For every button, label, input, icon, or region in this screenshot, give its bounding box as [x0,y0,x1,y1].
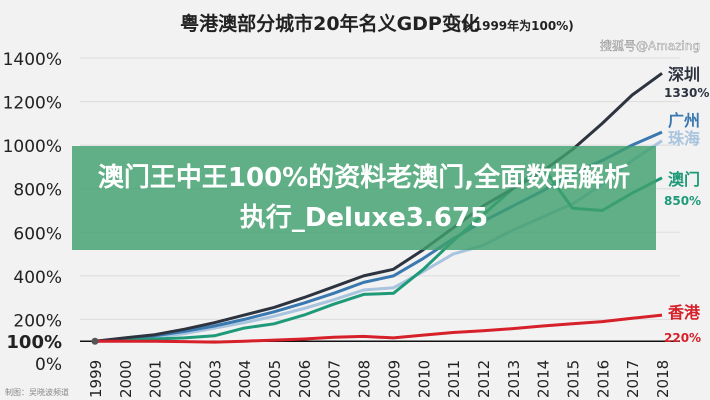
x-tick-label: 2001 [147,360,165,398]
x-tick-label: 2015 [564,360,582,398]
credit: 制图：吴晓波频道 [5,387,69,397]
x-tick-label: 2007 [326,360,344,398]
series-label: 珠海 [668,129,700,148]
y-tick-label: 1400% [3,50,62,70]
x-tick-label: 2012 [475,360,493,398]
x-tick-label: 1999 [87,360,105,398]
series-label: 广州 [668,111,700,130]
overlay-banner: 澳门王中王100%的资料老澳门,全面数据解析 执行_Deluxe3.675 [72,146,656,250]
series-label: 香港 [667,303,701,322]
x-tick-label: 2005 [266,360,284,398]
y-tick-label: 1200% [3,94,62,114]
x-tick-label: 2009 [385,360,403,398]
x-tick-label: 2008 [356,360,374,398]
y-tick-label: 800% [13,181,62,201]
series-label: 澳门 [668,170,700,189]
x-tick-label: 2000 [117,360,135,398]
y-tick-label: 200% [13,311,62,331]
x-tick-label: 2011 [445,360,463,398]
banner-line-2: 执行_Deluxe3.675 [239,203,489,233]
x-tick-label: 2014 [535,360,553,398]
chart-subtitle: (以1999年为100%) [456,18,573,33]
chart-title: 粤港澳部分城市20年名义GDP变化 [180,12,480,35]
x-tick-label: 2018 [654,360,672,398]
x-tick-label: 2016 [594,360,612,398]
x-tick-label: 2006 [296,360,314,398]
x-tick-label: 2002 [177,360,195,398]
series-line-香港 [95,313,663,344]
y-tick-label: 600% [13,224,62,244]
x-tick-label: 2017 [624,360,642,398]
y-tick-label: 0% [35,355,62,375]
series-end-value: 850% [664,194,701,208]
y-tick-label: 1000% [3,137,62,157]
watermark: 搜狐号@Amazing [600,38,700,53]
series-end-value: 1330% [664,86,709,100]
x-tick-label: 2013 [505,360,523,398]
x-tick-label: 2010 [415,360,433,398]
y-tick-label: 100% [6,332,62,353]
origin-point [91,337,99,345]
banner-line-1: 澳门王中王100%的资料老澳门,全面数据解析 [97,163,631,193]
series-label: 深圳 [668,65,700,84]
x-tick-label: 2003 [206,360,224,398]
series-end-value: 220% [664,331,701,345]
x-tick-label: 2004 [236,360,254,398]
y-tick-label: 400% [13,268,62,288]
